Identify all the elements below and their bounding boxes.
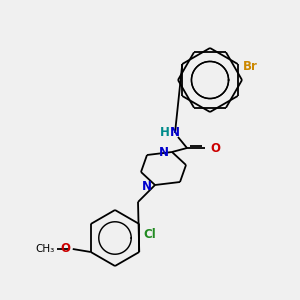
Text: Cl: Cl (143, 228, 156, 241)
Text: N: N (142, 179, 152, 193)
Text: H: H (160, 125, 170, 139)
Text: Br: Br (243, 61, 258, 74)
Text: CH₃: CH₃ (35, 244, 55, 254)
Text: N: N (170, 127, 180, 140)
Text: N: N (159, 146, 169, 158)
Text: O: O (61, 242, 71, 256)
Text: O: O (210, 142, 220, 154)
